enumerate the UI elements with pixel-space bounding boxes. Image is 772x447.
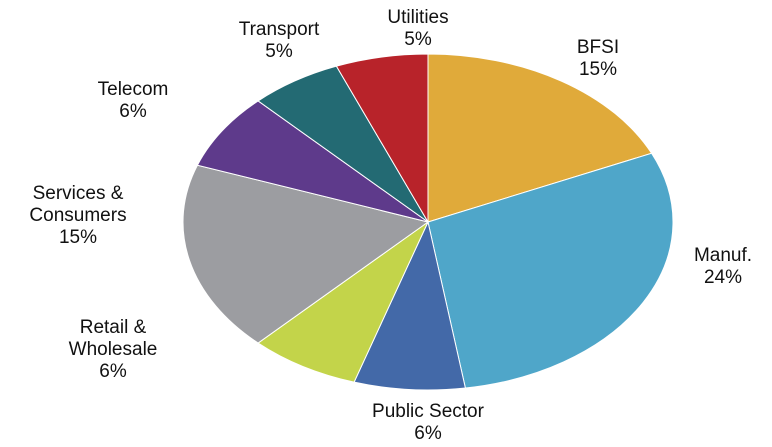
slice-value-label: 6% <box>119 101 147 122</box>
pie-slice <box>353 220 467 391</box>
slice-label: Transport <box>239 19 320 40</box>
pie-slice <box>257 220 430 383</box>
slice-label: Retail & Wholesale <box>69 317 158 360</box>
slice-label: Services & Consumers <box>29 183 126 226</box>
pie-slice <box>182 164 430 344</box>
slice-value-label: 15% <box>579 59 617 80</box>
pie-slice <box>335 53 429 224</box>
pie-slice <box>427 152 674 389</box>
pie-slice <box>427 53 653 223</box>
slice-value-label: 24% <box>704 267 742 288</box>
pie-slice <box>196 100 429 223</box>
slice-value-label: 6% <box>414 423 442 444</box>
slice-label: Public Sector <box>372 401 485 422</box>
slice-label: Manuf. <box>694 245 752 266</box>
slice-label: Utilities <box>387 7 448 28</box>
slice-value-label: 5% <box>404 29 432 50</box>
slice-value-label: 6% <box>99 361 127 382</box>
slice-value-label: 15% <box>59 227 97 248</box>
slice-value-label: 5% <box>265 41 293 62</box>
slice-label: BFSI <box>577 37 619 58</box>
slice-label: Telecom <box>98 79 169 100</box>
